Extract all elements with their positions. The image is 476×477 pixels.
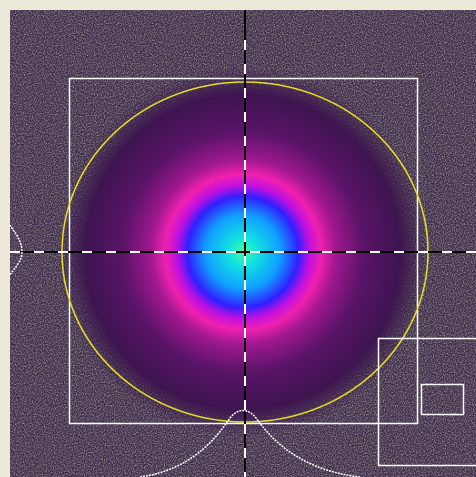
beam-image — [0, 0, 476, 477]
beam-profiler-view — [0, 0, 476, 477]
